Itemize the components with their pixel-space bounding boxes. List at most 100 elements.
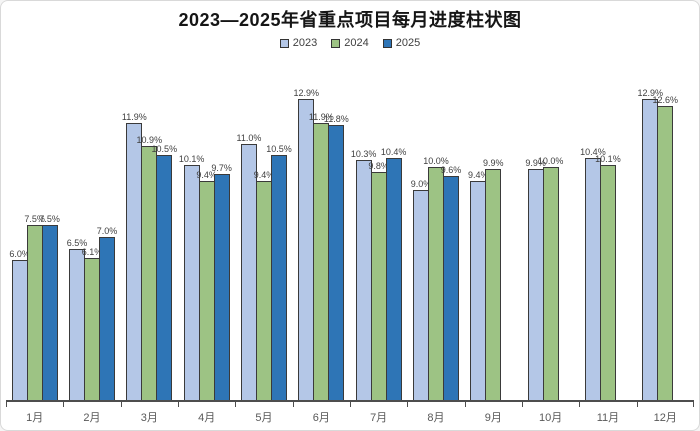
bar-2023-2月[interactable]: 6.5% — [67, 238, 87, 400]
bar-value-label: 9.7% — [211, 163, 232, 173]
bar-value-label: 9.9% — [483, 158, 504, 169]
legend-item-2024[interactable]: 2024 — [331, 37, 369, 49]
bar-2023-12月[interactable]: 12.9% — [638, 88, 663, 400]
bar-2024-2月[interactable]: 6.1% — [82, 247, 102, 400]
bar-value-label: 9.8% — [368, 160, 389, 171]
bar-2024-4月[interactable]: 9.4% — [196, 170, 217, 400]
bar-value-label: 7.5% — [39, 214, 60, 225]
bar-value-label: 6.1% — [81, 246, 103, 257]
bar-2024-7月[interactable]: 9.8% — [368, 161, 389, 400]
bar-2024-11月[interactable]: 10.1% — [595, 154, 621, 400]
bar-2023-1月[interactable]: 6.0% — [9, 249, 30, 400]
bar-value-label: 12.9% — [293, 88, 320, 99]
bar-value-label: 11.9% — [308, 111, 334, 122]
x-axis-cell-10月: 10月 — [521, 402, 579, 424]
bar-2024-12月[interactable]: 12.6% — [653, 95, 678, 400]
bar-value-label: 11.9% — [121, 111, 147, 122]
bar-group-7月: 10.3% 9.8% 10.4% — [350, 55, 407, 400]
bar-value-label: 11.0% — [236, 132, 262, 143]
bar-2023-11月[interactable]: 10.4% — [580, 147, 606, 400]
bar-group-4月: 10.1% 9.4% 9.7% — [178, 55, 235, 400]
bar-value-label: 7.0% — [96, 225, 118, 236]
bar-value-label: 11.8% — [323, 114, 349, 125]
bar-value-label: 9.6% — [440, 165, 462, 176]
x-axis-cell-7月: 7月 — [349, 402, 407, 424]
x-axis-label-2月: 2月 — [83, 412, 101, 424]
legend-item-2023[interactable]: 2023 — [279, 37, 318, 49]
bar-group-2月: 6.5% 6.1% 7.0% — [63, 55, 120, 400]
bar-2025-2月[interactable]: 7.0% — [97, 226, 117, 400]
bar-2023-8月[interactable]: 9.0% — [411, 179, 431, 400]
bar-2023-10月[interactable]: 9.9% — [525, 158, 546, 400]
x-axis-label-10月: 10月 — [538, 412, 563, 424]
bar-2025-7月[interactable]: 10.4% — [381, 147, 406, 400]
x-axis-label-4月: 4月 — [198, 412, 216, 424]
bar-group-8月: 9.0% 10.0% 9.6% — [407, 55, 464, 400]
bar-value-label: 7.5% — [24, 214, 45, 225]
bar-group-9月: 9.4% 9.9% — [465, 55, 522, 400]
bar-2025-6月[interactable]: 11.8% — [324, 114, 349, 400]
bar-2023-4月[interactable]: 10.1% — [179, 154, 204, 400]
bar-value-label: 9.9% — [525, 158, 546, 169]
bar-2024-9月[interactable]: 9.9% — [483, 158, 504, 400]
bar-2025-3月[interactable]: 10.5% — [152, 144, 177, 400]
legend-item-2025[interactable]: 2025 — [382, 37, 421, 49]
bar-2025-1月[interactable]: 7.5% — [39, 214, 60, 400]
x-axis-label-7月: 7月 — [370, 412, 388, 424]
bar-value-label: 10.4% — [580, 146, 606, 157]
bar-value-label: 10.5% — [151, 144, 178, 155]
bar-value-label: 9.4% — [253, 169, 275, 180]
bar-group-3月: 11.9% 10.9% 10.5% — [121, 55, 178, 400]
x-axis-label-3月: 3月 — [140, 412, 158, 424]
bar-group-10月: 9.9% 10.0% — [522, 55, 579, 400]
x-axis-cell-8月: 8月 — [407, 402, 464, 424]
bar-2025-5月[interactable]: 10.5% — [266, 144, 292, 400]
x-axis-cell-11月: 11月 — [579, 402, 636, 424]
bar-2023-3月[interactable]: 11.9% — [122, 112, 147, 400]
bar-2025-8月[interactable]: 9.6% — [441, 165, 461, 400]
x-axis-label-12月: 12月 — [653, 412, 677, 424]
x-axis-label-1月: 1月 — [26, 412, 44, 424]
bar-value-label: 12.6% — [652, 95, 679, 106]
bar-value-label: 9.4% — [468, 169, 489, 180]
plot-area: 6.0% 7.5% 7.5% 6.5% 6.1% 7.0% 11.9% 10.9% 10.5% 1… — [6, 55, 694, 402]
x-axis-cell-5月: 5月 — [235, 402, 292, 424]
bar-2025-4月[interactable]: 9.7% — [211, 163, 232, 400]
legend-label-2023: 2023 — [292, 37, 318, 49]
x-axis-cell-2月: 2月 — [63, 402, 120, 424]
legend-swatch-2025 — [382, 38, 392, 48]
bar-2024-10月[interactable]: 10.0% — [538, 156, 563, 400]
bar-2023-6月[interactable]: 12.9% — [294, 88, 319, 400]
bar-2023-7月[interactable]: 10.3% — [351, 149, 376, 400]
bar-2024-5月[interactable]: 9.4% — [254, 170, 274, 400]
bar-value-label: 10.4% — [380, 146, 407, 157]
bar-group-5月: 11.0% 9.4% 10.5% — [235, 55, 292, 400]
x-axis-cell-6月: 6月 — [292, 402, 350, 424]
bar-value-label: 12.9% — [637, 88, 664, 99]
legend-label-2025: 2025 — [395, 37, 421, 49]
bar-value-label: 10.0% — [423, 156, 449, 166]
bar-group-6月: 12.9% 11.9% 11.8% — [293, 55, 350, 400]
bar-value-label: 10.0% — [537, 156, 564, 166]
bar-2024-3月[interactable]: 10.9% — [137, 135, 162, 400]
bar-value-label: 9.0% — [410, 179, 432, 190]
bar-2024-6月[interactable]: 11.9% — [309, 112, 334, 400]
bar-value-label: 10.5% — [266, 144, 292, 155]
bar-value-label: 9.4% — [196, 169, 217, 180]
x-axis-cell-3月: 3月 — [120, 402, 178, 424]
x-axis-label-5月: 5月 — [255, 412, 273, 424]
x-axis-cell-12月: 12月 — [636, 402, 694, 424]
bar-2023-9月[interactable]: 9.4% — [468, 170, 489, 400]
bar-2024-1月[interactable]: 7.5% — [24, 214, 45, 400]
bar-2024-8月[interactable]: 10.0% — [423, 156, 449, 400]
x-axis-label-9月: 9月 — [484, 412, 502, 424]
x-axis-label-11月: 11月 — [596, 412, 620, 424]
x-axis: 1月 2月 3月 4月 5月 6月 7月 8月 9月 10月 11月 12月 — [6, 402, 694, 424]
bar-value-label: 6.0% — [9, 249, 30, 260]
bar-value-label: 10.1% — [178, 153, 205, 164]
bar-group-11月: 10.4% 10.1% — [579, 55, 636, 400]
bar-2023-5月[interactable]: 11.0% — [237, 133, 261, 400]
bar-group-12月: 12.9% 12.6% — [637, 55, 694, 400]
bar-value-label: 6.5% — [66, 237, 88, 248]
